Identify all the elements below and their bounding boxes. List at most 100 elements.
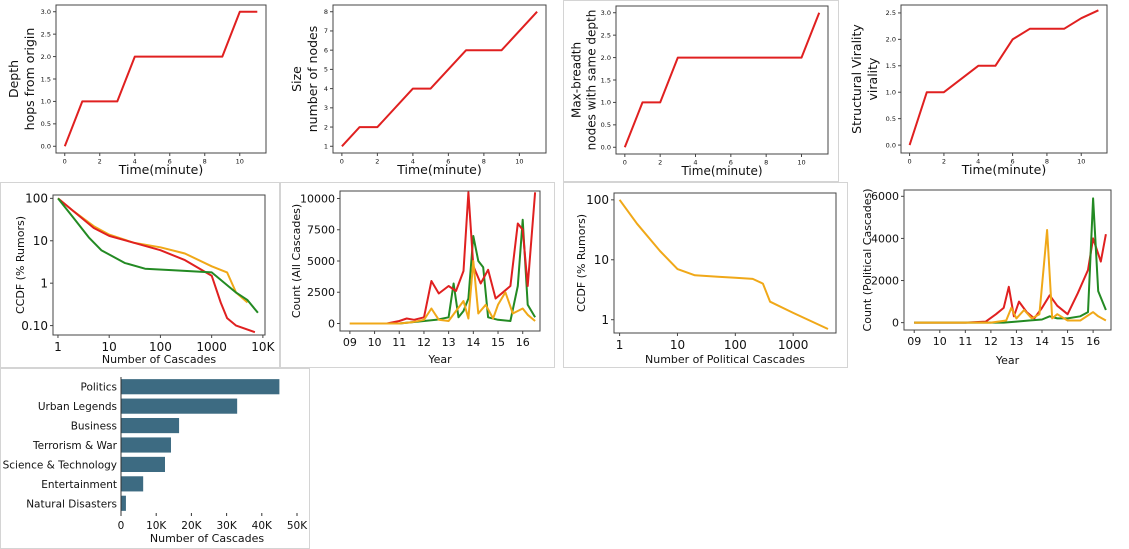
topics-category-label: Natural Disasters <box>26 498 117 510</box>
chart-breadth: 0 2 4 6 8 10 0.0 0.5 1.0 1.5 2.0 2.5 3.0 Time(minute)… <box>570 5 829 178</box>
virality-series-0-line <box>908 9 1099 146</box>
count_political-x-axis-label: Year <box>995 354 1020 367</box>
breadth-ytick-label: 0.5 <box>601 121 611 129</box>
count_all-ytick-label: 2500 <box>307 286 335 299</box>
breadth-y-axis-label: Max-breadth <box>570 42 584 118</box>
virality-ytick-label: 2.5 <box>886 9 896 17</box>
ccdf_political-ytick-label: 1 <box>601 313 609 327</box>
topics-xtick-label: 30K <box>216 520 237 532</box>
count_all-xtick-label: 09 <box>343 336 357 349</box>
chart-ccdf-rumors-panel: 1 10 100 1000 10K 0.10 1 10 100 Number of Cascade… <box>0 182 280 368</box>
ccdf_political-ytick-label: 100 <box>586 193 609 207</box>
topics-x-axis-label: Number of Cascades <box>150 532 264 545</box>
breadth-series-0-line <box>623 12 821 148</box>
topics-bar <box>121 495 126 511</box>
size-ytick-label: 8 <box>324 8 328 16</box>
breadth-xtick-label: 4 <box>693 159 697 167</box>
topics-xtick-label: 20K <box>181 520 202 532</box>
ccdf_political-xtick-label: 1 <box>616 338 624 352</box>
chart-ccdf-political-panel: 1 10 100 1000 1 10 100 Number of Political Casc… <box>563 182 848 368</box>
chart-depth-panel: 0 2 4 6 8 10 0.0 0.5 1.0 1.5 2.0 2.5 3.0 Time(minute)… <box>0 0 283 182</box>
size-ytick-label: 1 <box>324 143 328 151</box>
topics-category-label: Politics <box>81 382 118 394</box>
count_all-y-axis-label: Count (All Cascades) <box>290 204 303 318</box>
ccdf_rumors-xtick-label: 10K <box>251 340 275 354</box>
breadth-y-axis-label: nodes with same depth <box>585 10 599 151</box>
size-xtick-label: 6 <box>446 158 450 166</box>
count_all-ytick-label: 10000 <box>300 192 335 205</box>
chart-topics-panel: Politics Urban Legends Business Terrorism &… <box>0 368 310 549</box>
ccdf_rumors-ytick-label: 10 <box>33 234 48 248</box>
breadth-ytick-label: 3.0 <box>601 9 611 17</box>
virality-ytick-label: 2.0 <box>886 36 896 44</box>
chart-count-all-panel: 09 10 11 12 13 14 15 16 0 2500 5000 7500 10000 Year Co… <box>280 182 555 368</box>
ccdf_rumors-y-axis-label: CCDF (% Rumors) <box>14 216 27 314</box>
count_all-ytick-label: 0 <box>328 317 335 330</box>
depth-ytick-label: 2.5 <box>41 30 51 38</box>
ccdf_political-x-axis-label: Number of Political Cascades <box>645 353 805 366</box>
chart-virality-panel: 0 2 4 6 8 10 0.0 0.5 1.0 1.5 2.0 2.5 Time(minute) Str… <box>839 0 1129 182</box>
virality-ytick-label: 1.0 <box>886 88 896 96</box>
count_political-xtick-label: 14 <box>1035 335 1049 348</box>
topics-xtick-label: 10K <box>146 520 167 532</box>
breadth-xtick-label: 8 <box>764 159 768 167</box>
virality-ytick-label: 0.0 <box>886 141 896 149</box>
breadth-xtick-label: 0 <box>623 159 627 167</box>
breadth-xtick-label: 10 <box>797 159 805 167</box>
breadth-ytick-label: 1.0 <box>601 99 611 107</box>
breadth-plot-frame <box>615 5 829 155</box>
depth-y-axis-label: Depth <box>6 60 21 98</box>
virality-xtick-label: 2 <box>942 158 946 166</box>
virality-ytick-label: 0.5 <box>886 115 896 123</box>
ccdf_political-ytick-label: 10 <box>594 253 609 267</box>
count_political-ytick-label: 0 <box>892 316 899 329</box>
topics-xtick-label: 40K <box>252 520 273 532</box>
count_all-xtick-label: 11 <box>392 336 406 349</box>
ccdf_rumors-xtick-label: 100 <box>149 340 172 354</box>
ccdf_political-y-axis-label: CCDF (% Rumors) <box>575 214 588 312</box>
chart-count-all: 09 10 11 12 13 14 15 16 0 2500 5000 7500 10000 Year Co… <box>290 190 541 366</box>
ccdf_rumors-ytick-label: 1 <box>40 276 48 290</box>
ccdf_political-plot-frame <box>613 192 837 334</box>
topics-category-label: Entertainment <box>41 479 117 491</box>
ccdf_political-xtick-label: 1000 <box>778 338 809 352</box>
virality-xtick-label: 6 <box>1011 158 1015 166</box>
chart-virality: 0 2 4 6 8 10 0.0 0.5 1.0 1.5 2.0 2.5 Time(minute) Str… <box>849 4 1108 177</box>
ccdf_rumors-x-axis-label: Number of Cascades <box>102 353 216 366</box>
chart-depth: 0 2 4 6 8 10 0.0 0.5 1.0 1.5 2.0 2.5 3.0 Time(minute)… <box>6 4 267 177</box>
virality-x-axis-label: Time(minute) <box>961 162 1046 177</box>
count_political-y-axis-label: Count (Political Cascades) <box>861 189 874 332</box>
ccdf_rumors-xtick-label: 1 <box>54 340 62 354</box>
size-ytick-label: 3 <box>324 104 328 112</box>
topics-bar <box>121 379 280 395</box>
count_all-xtick-label: 10 <box>368 336 382 349</box>
depth-ytick-label: 1.5 <box>41 75 51 83</box>
breadth-ytick-label: 2.5 <box>601 31 611 39</box>
ccdf_rumors-series-1-line <box>57 197 256 334</box>
ccdf_rumors-series-2-line <box>57 197 259 314</box>
count_political-xtick-label: 12 <box>984 335 998 348</box>
count_political-ytick-label: 4000 <box>871 232 899 245</box>
depth-ytick-label: 0.5 <box>41 120 51 128</box>
depth-ytick-label: 0.0 <box>41 143 51 151</box>
count_all-series-1-line <box>349 191 537 325</box>
depth-xtick-label: 8 <box>203 158 207 166</box>
virality-ytick-label: 1.5 <box>886 62 896 70</box>
ccdf_political-xtick-label: 100 <box>724 338 747 352</box>
ccdf_rumors-ytick-label: 0.10 <box>21 319 48 333</box>
depth-xtick-label: 10 <box>236 158 244 166</box>
count_political-xtick-label: 09 <box>907 335 921 348</box>
size-y-axis-label: Size <box>289 66 304 92</box>
size-ytick-label: 2 <box>324 123 328 131</box>
ccdf_political-xtick-label: 10 <box>670 338 685 352</box>
breadth-x-axis-label: Time(minute) <box>680 164 762 178</box>
depth-xtick-label: 6 <box>168 158 172 166</box>
count_political-xtick-label: 10 <box>933 335 947 348</box>
count_all-x-axis-label: Year <box>427 353 452 366</box>
depth-x-axis-label: Time(minute) <box>118 162 203 177</box>
topics-category-label: Business <box>71 421 117 433</box>
topics-bar <box>121 437 171 453</box>
count_political-plot-frame <box>903 189 1112 331</box>
